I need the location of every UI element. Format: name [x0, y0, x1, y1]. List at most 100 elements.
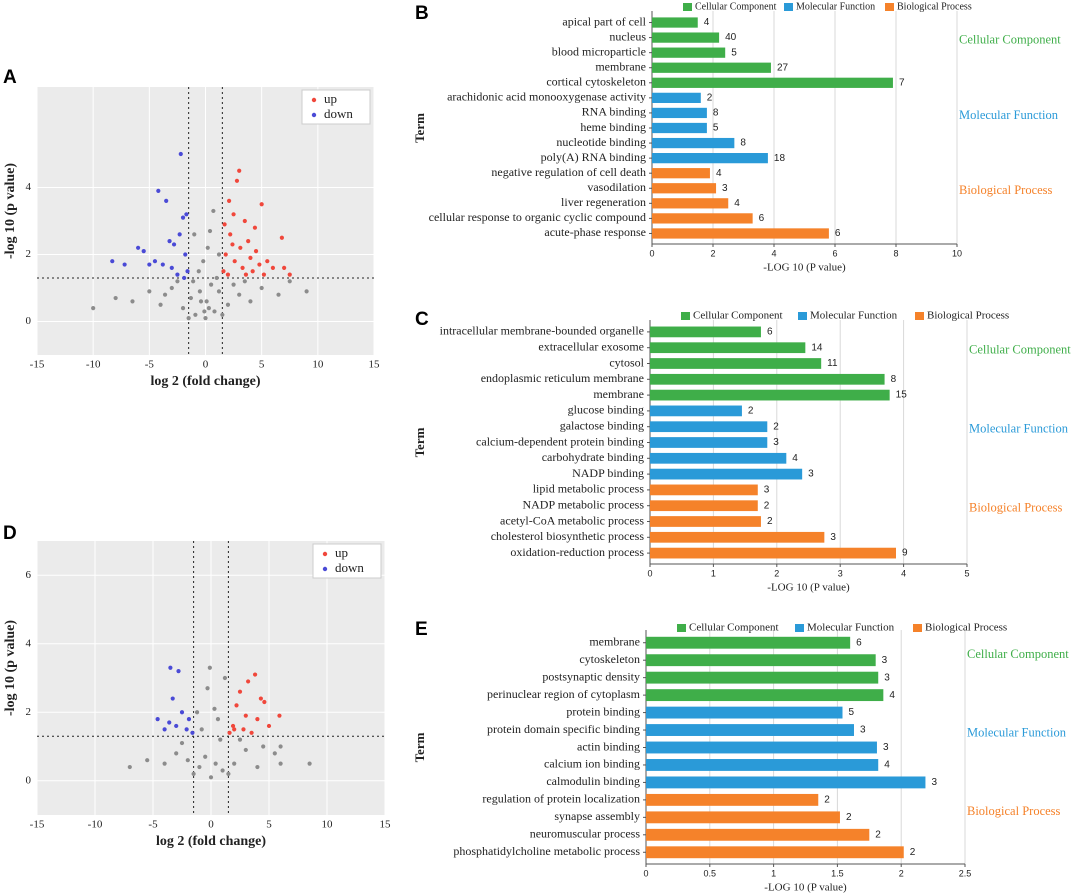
category-label: perinuclear region of cytoplasm — [487, 687, 641, 701]
count-label: 4 — [716, 168, 722, 179]
point — [175, 272, 180, 277]
point — [222, 675, 228, 681]
legend-swatch — [795, 624, 804, 632]
bar — [652, 32, 720, 43]
bar — [646, 776, 926, 789]
category-label: cytoskeleton — [579, 652, 640, 666]
bar — [650, 500, 758, 512]
x-tick-label: 10 — [322, 819, 334, 831]
category-label: extracellular exosome — [538, 339, 644, 353]
count-label: 4 — [884, 760, 890, 771]
bar — [652, 107, 707, 119]
point — [203, 754, 208, 759]
point — [199, 727, 204, 732]
bar — [650, 468, 803, 480]
count-label: 2 — [764, 500, 770, 511]
bar — [652, 77, 893, 88]
bar — [646, 689, 884, 702]
bar — [650, 358, 822, 369]
point — [182, 275, 187, 281]
point — [184, 212, 189, 217]
category-label: intracellular membrane-bounded organelle — [440, 324, 644, 338]
count-label: 2 — [773, 421, 779, 432]
legend-label: down — [335, 560, 364, 575]
point — [277, 713, 282, 718]
point — [255, 717, 260, 722]
category-label: cholesterol biosynthetic process — [491, 529, 645, 543]
point — [197, 289, 202, 294]
count-label: 8 — [713, 108, 719, 119]
x-tick-label: 5 — [964, 568, 969, 578]
x-tick-label: 2 — [899, 868, 904, 878]
point — [122, 262, 127, 267]
legend-swatch — [681, 312, 690, 320]
point — [213, 761, 218, 766]
bar — [650, 531, 825, 543]
category-label: NADP binding — [572, 466, 644, 480]
point — [228, 232, 233, 237]
category-label: RNA binding — [582, 105, 646, 119]
point — [185, 758, 190, 763]
legend-swatch — [915, 312, 924, 320]
legend-swatch — [885, 3, 894, 11]
count-label: 5 — [849, 707, 855, 718]
point — [252, 225, 258, 230]
bar — [650, 389, 890, 401]
count-label: 9 — [902, 548, 908, 559]
point — [169, 265, 174, 270]
point — [206, 306, 211, 311]
point — [232, 259, 237, 264]
count-label: 14 — [811, 342, 823, 353]
point — [232, 761, 237, 766]
category-label: NADP metabolic process — [522, 497, 644, 511]
count-label: 2 — [767, 516, 773, 527]
point — [212, 309, 217, 314]
category-label: membrane — [593, 387, 644, 401]
x-tick-label: -15 — [30, 359, 45, 371]
bar — [646, 846, 904, 859]
panel-letter: C — [415, 309, 429, 330]
bar — [646, 811, 840, 824]
point — [278, 761, 283, 766]
group-label: Molecular Function — [969, 422, 1069, 436]
point — [158, 302, 163, 307]
point — [164, 198, 169, 203]
point — [160, 262, 165, 267]
count-label: 5 — [731, 47, 737, 58]
point — [262, 699, 267, 705]
point — [192, 232, 197, 237]
legend-marker — [322, 566, 328, 572]
panel-letter: D — [3, 523, 17, 544]
point — [113, 295, 118, 301]
bar — [652, 198, 729, 209]
point — [221, 269, 226, 274]
bar — [650, 547, 896, 559]
legend-box — [312, 543, 382, 579]
point — [147, 262, 152, 267]
point — [208, 775, 214, 780]
point — [287, 272, 292, 277]
category-label: apical part of cell — [562, 14, 646, 28]
category-label: carbohydrate binding — [542, 450, 644, 464]
count-label: 3 — [830, 532, 836, 543]
panel-letter: A — [3, 67, 17, 88]
point — [248, 299, 253, 304]
point — [231, 282, 236, 287]
bar — [650, 405, 742, 417]
point — [261, 272, 267, 277]
bar — [652, 47, 726, 58]
legend-label: Molecular Function — [810, 310, 898, 322]
category-label: calmodulin binding — [546, 774, 640, 788]
point — [243, 747, 248, 753]
point — [170, 696, 175, 701]
bar — [646, 828, 870, 841]
category-label: negative regulation of cell death — [491, 165, 646, 179]
count-label: 3 — [764, 485, 770, 496]
legend-label: down — [324, 106, 353, 121]
point — [214, 275, 219, 281]
point — [225, 272, 231, 277]
y-tick-label: 6 — [26, 569, 32, 581]
count-label: 6 — [856, 637, 862, 648]
category-label: protein binding — [566, 704, 640, 718]
legend-marker — [311, 97, 317, 103]
